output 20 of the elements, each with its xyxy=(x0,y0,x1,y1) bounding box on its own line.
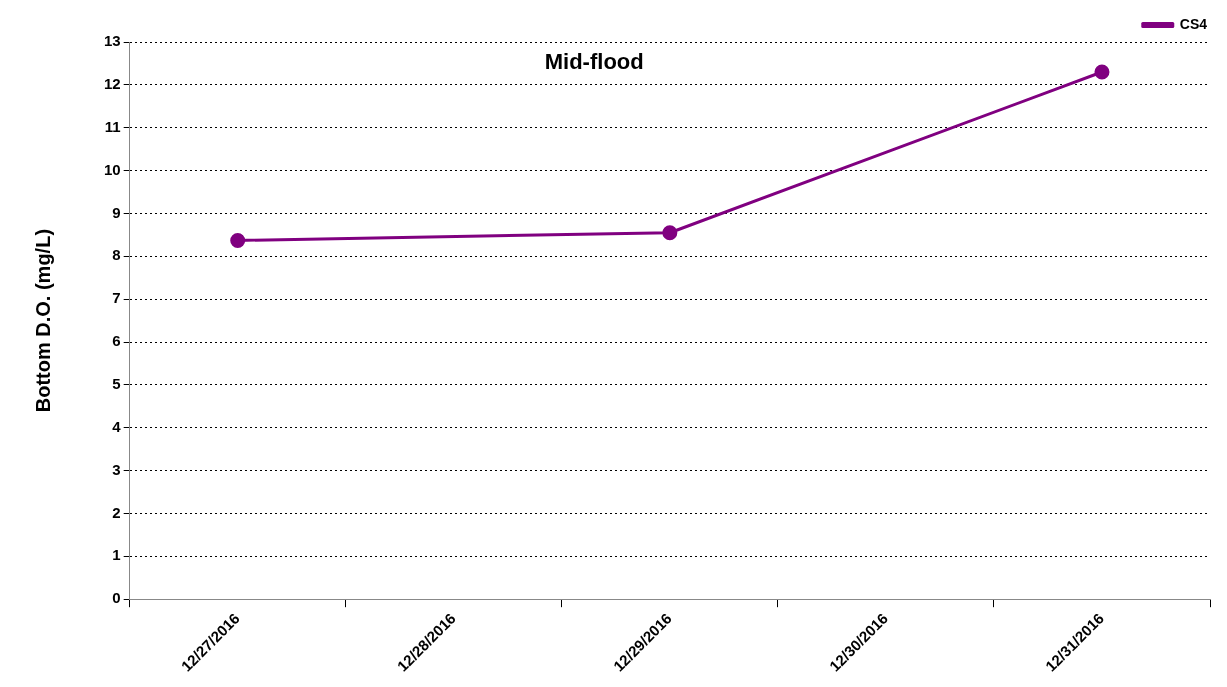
legend-label: CS4 xyxy=(1179,15,1208,32)
y-tick-label: 6 xyxy=(112,332,121,350)
y-tick-label: 0 xyxy=(112,589,121,607)
y-tick-label: 2 xyxy=(112,503,121,521)
y-axis-title: Bottom D.O. (mg/L) xyxy=(31,228,54,413)
point xyxy=(1094,64,1110,80)
y-tick-label: 9 xyxy=(112,203,121,221)
y-tick-label: 5 xyxy=(112,375,121,393)
y-tick-label: 7 xyxy=(112,289,121,307)
y-tick-label: 10 xyxy=(104,160,121,178)
y-tick-label: 4 xyxy=(112,417,122,435)
y-tick-label: 3 xyxy=(112,460,121,478)
point xyxy=(230,232,246,248)
y-tick-label: 11 xyxy=(104,117,121,135)
point xyxy=(662,225,678,241)
y-tick-label: 1 xyxy=(112,546,121,564)
chart-title: Mid-flood xyxy=(544,49,644,75)
y-tick-label: 8 xyxy=(112,246,121,264)
y-tick-label: 13 xyxy=(104,32,121,50)
y-tick-label: 12 xyxy=(104,75,121,92)
